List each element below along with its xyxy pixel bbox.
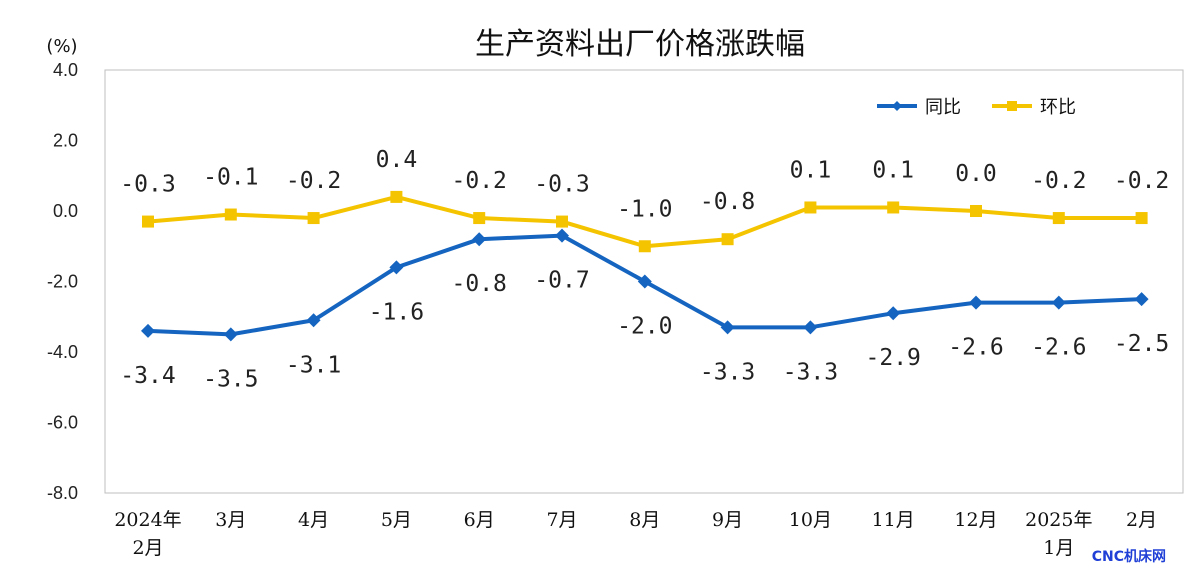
data-point [142,215,154,228]
data-label: 0.0 [955,161,997,187]
data-label: -3.1 [286,352,341,378]
x-tick-label: 5月 [381,509,412,531]
data-label: -2.6 [948,335,1003,361]
data-point [637,274,652,289]
data-point [390,190,403,203]
x-tick-label: 2024年 [114,509,181,531]
x-axis: 2024年 2月 3月 4月 5月 6月 7月 8月 9月 10月 11月 12月 2025年 1月 2月 [114,509,1157,559]
x-tick-label: 4月 [298,509,329,531]
watermark: CNC机床网 [1091,549,1166,565]
chart-title: 生产资料出厂价格涨跌幅 [475,27,805,62]
x-tick-label: 2月 [1126,509,1157,531]
data-point [306,313,321,328]
x-tick-label: 10月 [789,509,832,531]
data-point [141,323,155,338]
data-point [887,201,900,214]
data-label: -0.7 [534,268,589,294]
y-tick-label: -6.0 [47,413,78,433]
y-axis: 4.0 2.0 0.0 -2.0 -4.0 -6.0 -8.0 [47,60,78,503]
legend-marker [892,101,902,111]
data-label: 0.4 [376,147,418,173]
data-label: -3.3 [783,359,838,385]
y-tick-label: -2.0 [47,272,78,292]
data-point [969,295,983,310]
data-point [720,320,735,335]
x-tick-label: 11月 [872,509,915,531]
data-point [473,212,486,225]
data-point [224,208,237,221]
x-tick-label: 12月 [954,509,997,531]
data-point [1052,212,1065,225]
data-point [803,320,818,335]
plot-area-frame [104,69,1184,494]
series-layer [141,190,1149,342]
data-label: -2.0 [617,314,672,340]
x-tick-label: 8月 [629,509,660,531]
data-label: -1.0 [617,196,672,222]
y-tick-label: -4.0 [47,342,78,362]
data-point [970,205,982,217]
data-label: -0.3 [120,172,175,198]
data-label: -2.9 [866,345,921,371]
x-tick-label: 2025年 [1025,509,1092,531]
x-tick-label: 2月 [132,537,163,559]
data-point [223,327,238,342]
y-tick-label: 2.0 [53,131,78,151]
data-point [555,228,569,243]
data-label: -2.5 [1114,331,1169,357]
data-point [638,240,651,253]
data-label: -0.8 [700,189,755,215]
data-label: -0.8 [452,271,507,297]
data-label: -0.1 [203,165,258,191]
data-point [804,201,817,214]
data-label: -0.2 [1114,168,1169,194]
x-tick-label: 9月 [712,509,743,531]
legend-marker [1007,101,1017,111]
data-label: 0.1 [872,157,914,183]
data-point [1135,212,1148,225]
y-tick-label: -8.0 [47,483,78,503]
data-point [1051,295,1066,310]
data-labels: -3.4 -3.5 -3.1 -1.6 -0.8 -0.7 -2.0 -3.3 -3.3 -2.9… [120,147,1169,392]
data-label: 0.1 [790,157,832,183]
y-tick-label: 0.0 [53,201,78,221]
legend-label: 环比 [1040,97,1076,118]
x-tick-label: 1月 [1043,537,1074,559]
data-point [472,232,487,247]
data-point [886,306,901,321]
y-tick-label: 4.0 [53,60,78,80]
legend: 同比 环比 [877,97,1076,118]
x-tick-label: 7月 [546,509,577,531]
data-point [389,260,404,275]
data-label: -1.6 [369,299,424,325]
data-label: -3.5 [203,366,258,392]
data-point [721,233,734,246]
x-tick-label: 6月 [464,509,495,531]
x-tick-label: 3月 [215,509,246,531]
data-point [1134,292,1149,307]
data-point [307,212,320,225]
y-axis-unit: (%) [46,36,77,57]
data-label: -3.4 [120,363,175,389]
data-label: -0.2 [286,168,341,194]
data-label: -0.3 [534,172,589,198]
data-label: -0.2 [452,168,507,194]
data-label: -2.6 [1031,335,1086,361]
data-point [556,215,568,228]
data-label: -0.2 [1031,168,1086,194]
data-label: -3.3 [700,359,755,385]
legend-label: 同比 [925,97,961,118]
